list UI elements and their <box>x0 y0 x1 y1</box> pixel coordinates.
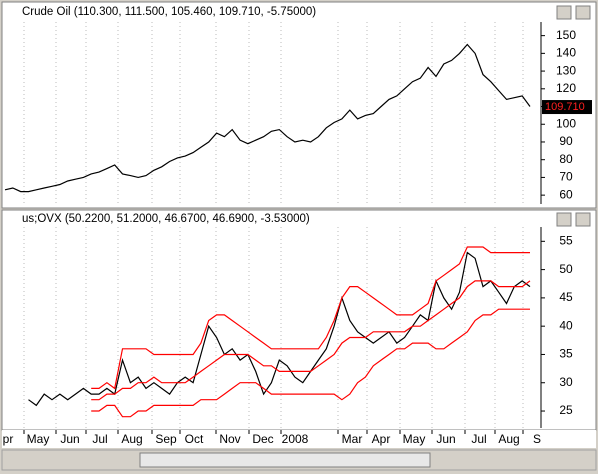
series-line <box>91 308 530 418</box>
x-tick-label: 2008 <box>282 432 309 446</box>
x-tick-label: Jun <box>60 432 79 446</box>
series-line <box>91 280 531 401</box>
y-tick-label: 55 <box>559 233 573 247</box>
y-tick-label: 60 <box>559 187 573 201</box>
y-tick-label: 70 <box>559 170 573 184</box>
close-button[interactable] <box>575 5 591 20</box>
x-tick-label: Aug <box>121 432 142 446</box>
pane-title: us;OVX (50.2200, 51.2000, 46.6700, 46.69… <box>22 213 310 225</box>
y-tick-label: 90 <box>559 134 573 148</box>
y-tick-label: 130 <box>556 63 576 77</box>
y-tick-label: 100 <box>556 116 576 130</box>
x-tick-label: Apr <box>372 432 391 446</box>
x-tick-label: May <box>27 432 50 446</box>
maximize-button[interactable] <box>556 5 572 20</box>
y-tick-label: 120 <box>556 81 576 95</box>
last-price-box <box>542 100 592 115</box>
scroll-thumb[interactable] <box>139 452 431 468</box>
y-tick-label: 25 <box>559 403 573 417</box>
x-tick-label: Aug <box>498 432 519 446</box>
y-tick-label: 150 <box>556 28 576 42</box>
series-line <box>91 246 530 390</box>
pane-1 <box>1 1 597 209</box>
x-axis-area <box>2 430 596 448</box>
x-tick-label: Sep <box>155 432 177 446</box>
x-tick-label: Jun <box>436 432 455 446</box>
y-tick-label: 40 <box>559 318 573 332</box>
x-tick-label: Dec <box>252 432 273 446</box>
window-buttons[interactable] <box>556 5 591 227</box>
y-tick-label: 50 <box>559 262 573 276</box>
x-tick-label: Jul <box>92 432 107 446</box>
y-tick-label: 140 <box>556 46 576 60</box>
y-tick-label: 35 <box>559 347 573 361</box>
x-tick-label: Nov <box>219 432 240 446</box>
pane-title: Crude Oil (110.300, 111.500, 105.460, 10… <box>22 6 316 18</box>
x-tick-label: May <box>403 432 426 446</box>
y-tick-label: 30 <box>559 375 573 389</box>
x-tick-label: Jul <box>471 432 486 446</box>
series-line <box>4 43 531 193</box>
maximize-button[interactable] <box>556 212 572 227</box>
series-line <box>28 251 531 407</box>
y-tick-label: 80 <box>559 152 573 166</box>
x-tick-label: Mar <box>342 432 363 446</box>
y-tick-label: 45 <box>559 290 573 304</box>
x-tick-label: Oct <box>185 432 204 446</box>
x-tick-label: pr <box>3 432 14 446</box>
close-button[interactable] <box>575 212 591 227</box>
pane-2 <box>1 209 597 431</box>
x-tick-label: S <box>533 432 541 446</box>
last-price-label: 109.710 <box>545 101 585 113</box>
